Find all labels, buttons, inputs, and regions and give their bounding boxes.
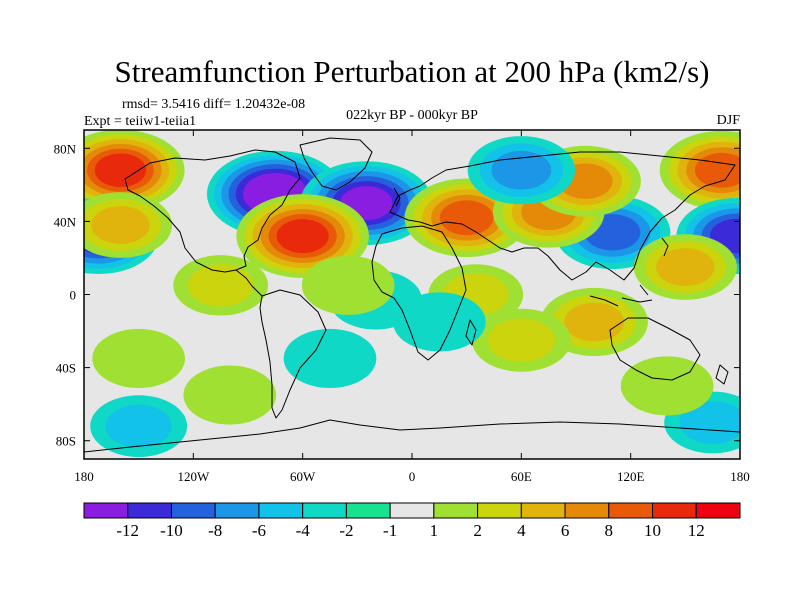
lon-tick-label: 180: [74, 469, 94, 484]
coast-madagascar: [465, 319, 477, 346]
figure-title: Streamfunction Perturbation at 200 hPa (…: [115, 54, 710, 89]
lon-tick-label: 120W: [177, 469, 210, 484]
colorbar-swatch: [83, 502, 129, 519]
coast-uk: [393, 187, 401, 207]
colorbar-swatch: [302, 502, 347, 519]
field-negative-center: [283, 328, 377, 389]
colorbar-label: -4: [296, 521, 311, 540]
colorbar-swatch: [695, 502, 741, 519]
lon-tick-label: 0: [409, 469, 416, 484]
experiment-label: Expt = teiiw1-teiia1: [84, 114, 196, 129]
colorbar-label: 4: [517, 521, 526, 540]
colorbar-label: 6: [561, 521, 570, 540]
coast-europe-asia: [389, 151, 736, 281]
colorbar-swatch: [170, 502, 216, 519]
colorbar-label: -1: [383, 521, 397, 540]
coast-south-america: [259, 289, 327, 419]
colorbar-swatch: [652, 502, 697, 519]
contour-band: [301, 255, 395, 315]
contour-band: [487, 318, 556, 362]
field-negative-center: [90, 395, 188, 457]
coast-greenland: [299, 137, 373, 191]
contour-band: [392, 292, 486, 352]
lat-tick-label: 40S: [56, 361, 76, 376]
lat-tick-label: 80S: [56, 434, 76, 449]
colorbar-label: -8: [208, 521, 222, 540]
contour-band: [94, 153, 147, 187]
field-positive-center: [183, 365, 277, 425]
lon-tick-label: 60E: [511, 469, 532, 484]
coast-africa: [371, 225, 467, 361]
coastlines: [84, 137, 740, 453]
colorbar-label: -2: [339, 521, 353, 540]
field-positive-center: [633, 234, 737, 300]
colorbar-label: -10: [160, 521, 183, 540]
field-negative-center: [392, 292, 486, 352]
contour-band: [92, 328, 186, 389]
coast-new-zealand: [715, 364, 729, 385]
colorbar-swatch: [127, 502, 172, 519]
contour-field: [84, 130, 740, 457]
colorbar-label: 10: [644, 521, 661, 540]
contour-band: [439, 200, 494, 236]
contour-band: [283, 328, 377, 389]
field-positive-center: [659, 130, 740, 210]
coast-indonesia: [589, 284, 653, 307]
colorbar-swatch: [608, 502, 654, 519]
lat-tick-label: 40N: [54, 214, 77, 229]
colorbar-swatch: [477, 502, 522, 519]
lat-tick-label: 80N: [54, 141, 77, 156]
field-positive-center: [92, 328, 186, 389]
colorbar-label: 12: [688, 521, 705, 540]
colorbar-swatch: [520, 502, 566, 519]
colorbar-swatch: [345, 502, 391, 519]
colorbar-label: 1: [430, 521, 439, 540]
period-label: 022kyr BP - 000kyr BP: [346, 108, 478, 123]
lon-tick-label: 60W: [290, 469, 316, 484]
contour-band: [679, 401, 740, 444]
longitude-axis: 180 120W 60W 0 60E 120E 180: [74, 130, 750, 484]
coast-australia: [609, 317, 701, 381]
colorbar-swatch: [389, 502, 435, 519]
season-label: DJF: [717, 113, 741, 128]
colorbar-swatch: [564, 502, 610, 519]
field-positive-center: [173, 255, 269, 316]
contour-band: [187, 264, 254, 307]
contour-band: [656, 248, 715, 287]
colorbar-label: 2: [473, 521, 482, 540]
contour-band: [276, 219, 329, 253]
colorbar-label: -6: [252, 521, 266, 540]
lat-tick-label: 0: [70, 288, 77, 303]
field-positive-center: [471, 308, 571, 372]
lon-tick-label: 120E: [617, 469, 645, 484]
colorbar-swatch: [214, 502, 260, 519]
coast-central-america: [235, 269, 263, 297]
contour-band: [694, 152, 740, 188]
field-negative-center: [467, 136, 576, 205]
lon-tick-label: 180: [730, 469, 750, 484]
contour-band: [491, 150, 552, 190]
contour-band: [183, 365, 277, 425]
contour-band: [91, 206, 150, 244]
colorbar: -12 -10 -8 -6 -4 -2 -1 1 2 4 6 8 10 12: [83, 502, 741, 540]
latitude-axis: 80N 40N 0 40S 80S: [54, 141, 740, 449]
coast-japan: [661, 237, 669, 257]
colorbar-label: -12: [116, 521, 139, 540]
contour-band: [620, 356, 714, 416]
colorbar-swatch: [258, 502, 304, 519]
stats-label: rmsd= 3.5416 diff= 1.20432e-08: [122, 97, 305, 112]
coast-north-america: [124, 149, 301, 273]
coast-antarctica: [84, 419, 740, 453]
contour-band: [105, 404, 172, 448]
colorbar-label: 8: [605, 521, 614, 540]
contour-band: [564, 302, 625, 342]
field-positive-center: [84, 130, 185, 211]
colorbar-swatch: [433, 502, 479, 519]
field-positive-center: [620, 356, 714, 416]
field-positive-center: [301, 255, 395, 315]
map-area: [84, 130, 740, 459]
field-positive-center: [84, 192, 173, 258]
